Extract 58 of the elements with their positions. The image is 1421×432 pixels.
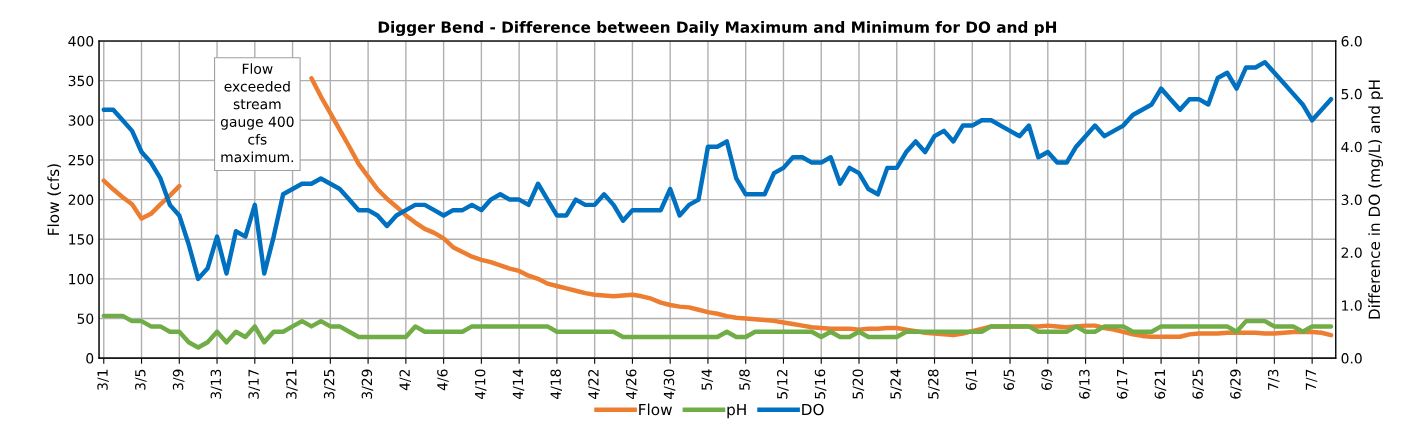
annotation: Flow exceeded stream gauge 400 cfs maximum.	[220, 63, 294, 163]
x-tick-label: 7/3	[1267, 369, 1280, 390]
x-tick-label: 6/17	[1116, 369, 1129, 399]
x-tick-label: 6/9	[1041, 369, 1053, 390]
x-tick-label: 3/21	[286, 369, 298, 399]
legend-label: pH	[727, 403, 746, 419]
y-tick-label: 350	[68, 75, 94, 87]
y2-axis-title: Difference in DO (mg/L) and pH	[1368, 80, 1384, 319]
legend-label: DO	[802, 403, 824, 416]
x-tick-label: 4/22	[588, 369, 600, 400]
x-tick-label: 3/29	[361, 369, 374, 399]
x-tick-label: 4/10	[474, 369, 487, 400]
y-tick-label: 100	[69, 273, 94, 285]
x-tick-label: 4/30	[663, 369, 676, 400]
x-tick-label: 5/8	[739, 369, 751, 390]
y-tick-label: 0	[86, 353, 94, 364]
x-tick-label: 4/18	[550, 369, 563, 400]
x-tick-label: 6/29	[1230, 369, 1242, 399]
y2-tick-label: 6.0	[1341, 36, 1362, 47]
x-tick-label: 5/28	[928, 369, 940, 399]
x-tick-label: 6/13	[1079, 369, 1091, 399]
x-tick-label: 6/1	[965, 369, 978, 390]
x-tick-label: 3/25	[323, 369, 336, 399]
x-tick-label: 3/1	[97, 369, 109, 390]
y-tick-label: 250	[68, 154, 94, 166]
x-tick-label: 3/13	[210, 369, 223, 399]
x-tick-label: 5/16	[814, 369, 827, 399]
x-tick-label: 3/5	[135, 369, 147, 390]
y2-tick-label: 1.0	[1342, 300, 1362, 311]
y-tick-label: 50	[77, 313, 94, 324]
y-axis-title: Flow (cfs)	[47, 164, 61, 235]
y-tick-label: 300	[68, 115, 94, 126]
x-tick-label: 5/24	[890, 369, 902, 399]
line-series	[101, 313, 1334, 350]
x-tick-label: 6/21	[1154, 369, 1167, 399]
x-tick-label: 3/9	[172, 369, 185, 390]
y2-tick-label: 5.0	[1341, 88, 1362, 100]
x-tick-label: 4/26	[625, 369, 638, 400]
x-tick-label: 6/25	[1192, 369, 1204, 399]
x-tick-label: 5/12	[777, 369, 789, 399]
y2-tick-label: 2.0	[1341, 247, 1362, 258]
x-tick-label: 4/6	[437, 369, 449, 391]
x-tick-label: 6/5	[1003, 369, 1016, 390]
x-tick-label: 5/20	[852, 369, 865, 399]
x-tick-label: 4/14	[512, 369, 525, 400]
y2-tick-label: 3.0	[1341, 194, 1362, 206]
line-series	[101, 59, 1334, 282]
y-tick-label: 400	[68, 36, 94, 47]
y2-tick-label: 4.0	[1341, 141, 1362, 153]
y2-tick-label: 0.0	[1341, 353, 1362, 364]
x-tick-label: 7/7	[1305, 369, 1318, 390]
y-tick-label: 150	[69, 234, 94, 245]
chart-title: Digger Bend - Difference between Daily Maximum and Minimum for DO and pH	[378, 21, 1057, 36]
legend-label: Flow	[639, 403, 672, 416]
y-tick-label: 200	[68, 194, 94, 206]
x-tick-label: 5/4	[701, 369, 714, 390]
x-tick-label: 3/17	[248, 369, 260, 399]
x-tick-label: 4/2	[399, 369, 411, 391]
